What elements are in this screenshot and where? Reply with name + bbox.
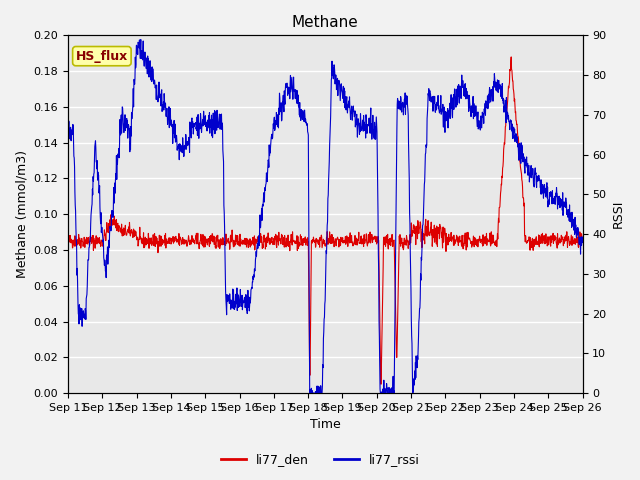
li77_rssi bbox=[306, 390, 314, 396]
X-axis label: Time: Time bbox=[310, 419, 340, 432]
li77_rssi bbox=[104, 261, 112, 267]
Line: li77_rssi: li77_rssi bbox=[68, 39, 582, 393]
li77_rssi bbox=[64, 136, 72, 142]
li77_rssi bbox=[579, 235, 586, 241]
Legend: li77_den, li77_rssi: li77_den, li77_rssi bbox=[216, 448, 424, 471]
li77_den bbox=[293, 233, 301, 239]
li77_den bbox=[357, 234, 365, 240]
li77_rssi bbox=[125, 123, 132, 129]
li77_rssi bbox=[358, 128, 365, 133]
li77_rssi bbox=[294, 92, 301, 98]
li77_rssi bbox=[283, 81, 291, 87]
Line: li77_den: li77_den bbox=[68, 57, 582, 384]
li77_den bbox=[64, 237, 72, 242]
li77_den bbox=[104, 227, 112, 232]
Title: Methane: Methane bbox=[292, 15, 358, 30]
li77_den bbox=[508, 54, 515, 60]
li77_den bbox=[579, 236, 586, 242]
li77_den bbox=[377, 381, 385, 387]
li77_rssi bbox=[137, 36, 145, 42]
li77_den bbox=[125, 224, 132, 230]
li77_rssi bbox=[303, 122, 310, 128]
Y-axis label: Methane (mmol/m3): Methane (mmol/m3) bbox=[15, 150, 28, 278]
Y-axis label: RSSI: RSSI bbox=[612, 200, 625, 228]
li77_den bbox=[282, 235, 290, 241]
Text: HS_flux: HS_flux bbox=[76, 49, 128, 63]
li77_den bbox=[303, 236, 310, 242]
